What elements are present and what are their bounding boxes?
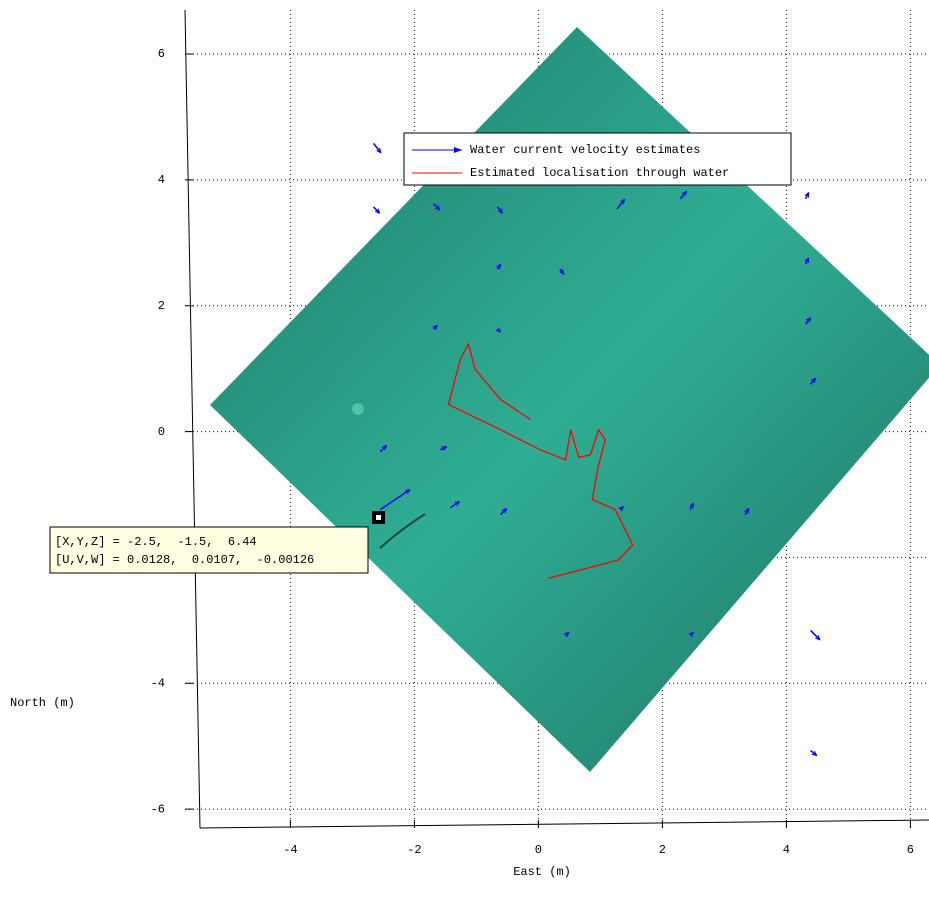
y-tick-label: 0 — [158, 425, 165, 439]
x-tick-label: 4 — [783, 843, 790, 857]
x-tick-label: 6 — [907, 843, 914, 857]
x-tick-label: 2 — [659, 843, 666, 857]
mosaic-feature — [352, 403, 364, 415]
arrow — [811, 630, 820, 639]
y-tick-label: 2 — [158, 299, 165, 313]
y-axis — [185, 10, 200, 828]
chart: -4-20246-6-4-20246 East (m) North (m) Wa… — [0, 0, 929, 909]
arrow — [373, 207, 379, 213]
x-tick-label: -4 — [283, 843, 297, 857]
y-tick-label: 6 — [158, 47, 165, 61]
x-tick-label: -2 — [407, 843, 421, 857]
y-tick-label: 4 — [158, 173, 165, 187]
x-tick-label: 0 — [535, 843, 542, 857]
x-axis-label: East (m) — [513, 865, 571, 879]
page: -4-20246-6-4-20246 East (m) North (m) Wa… — [0, 0, 929, 909]
y-axis-label: North (m) — [10, 696, 75, 710]
legend-label: Water current velocity estimates — [470, 143, 700, 157]
datatip-line: [U,V,W] = 0.0128, 0.0107, -0.00126 — [55, 553, 314, 567]
y-tick-label: -6 — [151, 802, 165, 816]
arrow — [811, 751, 817, 756]
y-tick-label: -4 — [151, 676, 165, 690]
legend-label: Estimated localisation through water — [470, 166, 729, 180]
datatip-line: [X,Y,Z] = -2.5, -1.5, 6.44 — [55, 535, 257, 549]
arrow — [373, 143, 380, 152]
arrow — [805, 192, 809, 198]
datatip-marker-core — [376, 515, 381, 520]
x-axis — [200, 820, 929, 828]
